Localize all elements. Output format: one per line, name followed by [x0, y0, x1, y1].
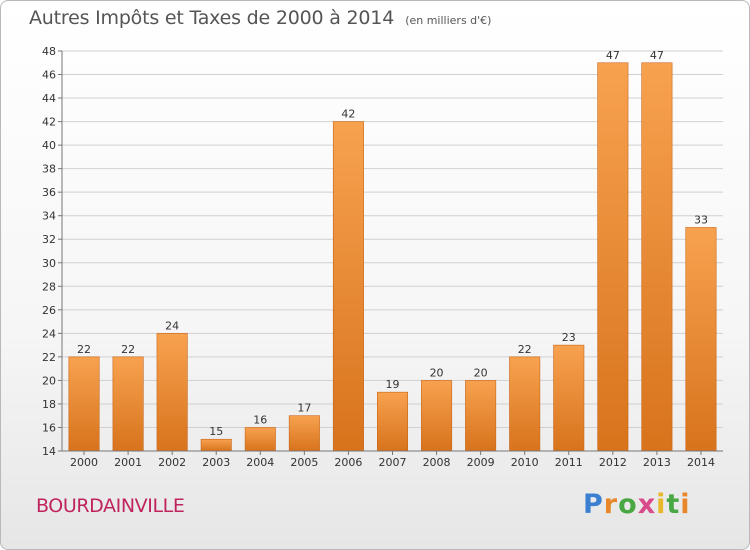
bar-value-label: 20: [430, 366, 444, 379]
bar-value-label: 19: [386, 378, 400, 391]
bar-value-label: 23: [562, 331, 576, 344]
logo-letter: t: [666, 489, 681, 520]
logo-letter: o: [618, 489, 638, 520]
y-tick-label: 22: [42, 351, 56, 364]
y-tick-label: 26: [42, 304, 56, 317]
bar-value-label: 15: [209, 425, 223, 438]
bars: [68, 62, 717, 452]
x-tick-label: 2013: [643, 456, 671, 469]
bar-value-label: 20: [474, 366, 488, 379]
x-tick-label: 2002: [158, 456, 186, 469]
bar: [597, 62, 629, 452]
bar-value-label: 42: [341, 108, 355, 121]
x-tick-label: 2008: [423, 456, 451, 469]
bar: [376, 391, 409, 452]
bar: [641, 62, 673, 452]
x-tick-label: 2005: [290, 456, 318, 469]
bar: [553, 344, 585, 452]
y-tick-label: 36: [42, 186, 56, 199]
x-tick-label: 2011: [555, 456, 583, 469]
y-tick-label: 30: [42, 257, 56, 270]
y-tick-label: 46: [42, 69, 56, 82]
proxiti-logo: Proxiti: [583, 489, 691, 520]
y-tick-label: 40: [42, 139, 56, 152]
bar: [465, 380, 497, 452]
x-tick-label: 2000: [70, 456, 98, 469]
bar: [509, 356, 541, 452]
y-tick-label: 16: [42, 421, 56, 434]
axes: 14 16 18 20 22 24 26 28 30 32 34 36 38 40 42 44 46 48 2000…: [42, 45, 723, 469]
y-tick-label: 24: [42, 327, 56, 340]
bar-value-label: 47: [606, 49, 620, 62]
title-row: Autres Impôts et Taxes de 2000 à 2014 (e…: [29, 7, 491, 29]
y-tick-label: 42: [42, 116, 56, 129]
bar-value-label: 24: [165, 319, 179, 332]
y-tick-label: 48: [42, 45, 56, 58]
labels: 22 22 24 15 16 17 42 19 20 20 22 23 47 47 33: [77, 49, 708, 438]
x-tick-label: 2010: [511, 456, 539, 469]
bar: [200, 438, 232, 452]
bar: [685, 227, 717, 452]
bar: [244, 427, 276, 452]
x-tick-label: 2004: [246, 456, 274, 469]
logo-letter: i: [680, 489, 691, 520]
bar: [421, 380, 453, 452]
bar: [156, 333, 188, 452]
bar-value-label: 17: [297, 402, 311, 415]
x-tick-label: 2012: [599, 456, 627, 469]
y-tick-label: 38: [42, 163, 56, 176]
logo-letter: P: [583, 489, 604, 520]
bar-value-label: 16: [253, 413, 267, 426]
chart-title: Autres Impôts et Taxes de 2000 à 2014: [29, 7, 395, 29]
bar-value-label: 47: [650, 49, 664, 62]
logo-letter: i: [656, 489, 667, 520]
x-tick-label: 2007: [379, 456, 407, 469]
logo-letter: r: [603, 489, 619, 520]
y-tick-label: 32: [42, 233, 56, 246]
y-tick-label: 44: [42, 92, 56, 105]
bar: [332, 121, 364, 452]
bar-value-label: 22: [518, 343, 532, 356]
chart-subtitle: (en milliers d'€): [405, 14, 492, 27]
x-tick-label: 2009: [467, 456, 495, 469]
y-tick-label: 28: [42, 280, 56, 293]
logo-letter: x: [637, 489, 657, 520]
x-tick-label: 2014: [687, 456, 715, 469]
bar: [112, 356, 144, 452]
bar: [68, 356, 100, 452]
y-tick-label: 34: [42, 210, 56, 223]
y-tick-label: 20: [42, 374, 56, 387]
y-tick-label: 14: [42, 445, 56, 458]
x-tick-label: 2001: [114, 456, 142, 469]
bar-value-label: 22: [121, 343, 135, 356]
bar-value-label: 33: [694, 213, 708, 226]
x-tick-label: 2006: [334, 456, 362, 469]
y-tick-label: 18: [42, 398, 56, 411]
bar: [288, 415, 320, 452]
x-tick-label: 2003: [202, 456, 230, 469]
commune-name: BOURDAINVILLE: [36, 495, 185, 517]
bar-value-label: 22: [77, 343, 91, 356]
